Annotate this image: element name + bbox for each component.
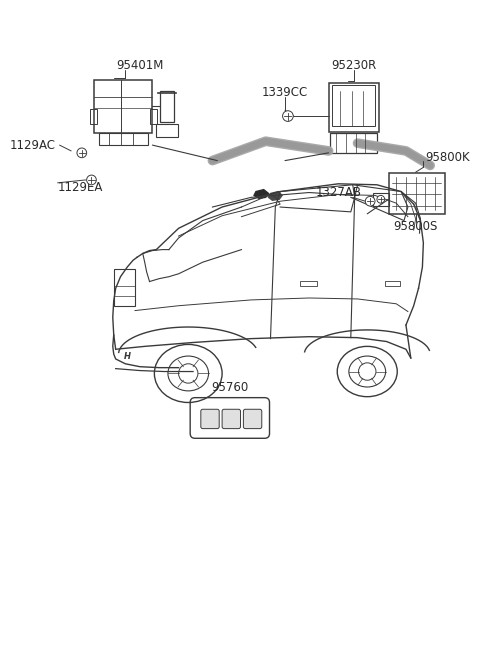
Bar [99,134,147,145]
Bar [373,193,388,206]
Text: 1327AB: 1327AB [315,186,361,199]
FancyBboxPatch shape [243,409,262,428]
FancyBboxPatch shape [222,409,240,428]
Text: 1339CC: 1339CC [262,86,308,100]
Text: 1129AC: 1129AC [10,139,56,151]
Bar [384,280,400,286]
Bar [114,269,135,306]
Circle shape [365,196,375,206]
Bar [328,83,379,132]
Bar [95,81,153,134]
Text: H: H [124,352,131,360]
Text: 95230R: 95230R [331,59,376,72]
Circle shape [86,175,96,185]
Text: 95401M: 95401M [116,59,164,72]
Bar [388,173,444,214]
Bar [333,85,375,126]
Bar [330,134,377,153]
Polygon shape [254,189,268,198]
Text: 95800K: 95800K [425,151,470,164]
Text: 1129EA: 1129EA [58,181,103,194]
Circle shape [77,148,86,158]
Text: 95760: 95760 [211,381,249,394]
Bar [90,109,97,124]
Bar [300,280,317,286]
Bar [160,91,174,122]
Circle shape [377,195,384,203]
Text: 95800S: 95800S [394,220,438,233]
Polygon shape [268,191,282,200]
FancyBboxPatch shape [201,409,219,428]
Bar [156,124,178,138]
Circle shape [283,111,293,121]
Bar [150,109,157,124]
